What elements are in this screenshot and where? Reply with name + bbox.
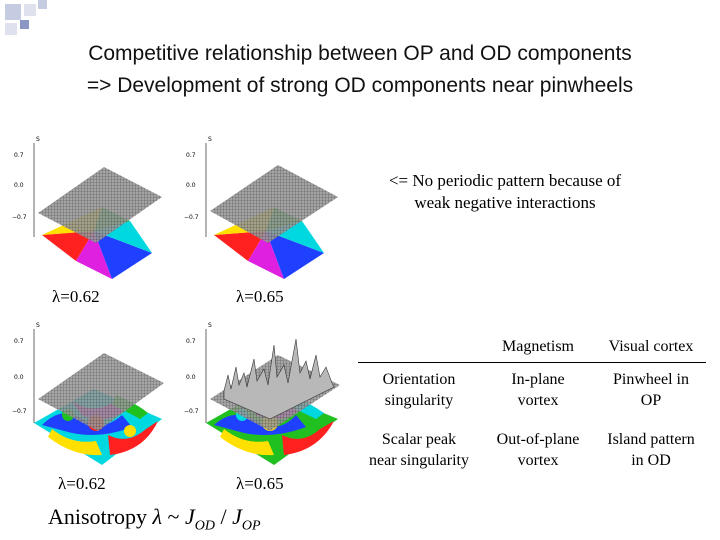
tick-label-mid: 0.0 [186, 182, 196, 189]
j-od: JOD [184, 504, 215, 534]
tick-label-top: 0.7 [14, 338, 24, 345]
tick-label-mid: 0.0 [14, 182, 24, 189]
tick-label-low: −0.7 [12, 408, 27, 415]
slide-title-line-1: Competitive relationship between OP and … [88, 42, 632, 65]
table-cell: Island pattern in OD [607, 431, 695, 469]
lambda-label-bottom-left: λ=0.62 [58, 474, 106, 493]
tick-label-low: −0.7 [12, 214, 27, 221]
j-op: JOP [232, 504, 261, 534]
tick-label-top: 0.7 [186, 338, 196, 345]
tick-label-low: −0.7 [184, 214, 199, 221]
table-header-row: Magnetism Visual cortex [358, 336, 706, 363]
decoration-square-3 [5, 23, 17, 35]
table-header-visual-cortex: Visual cortex [596, 336, 706, 363]
anisotropy-prefix: Anisotropy [48, 504, 147, 529]
lambda-symbol: λ [152, 504, 163, 529]
plot-top-left: S 0.7 0.0 −0.7 [12, 136, 162, 279]
lambda-label-top-right: λ=0.65 [236, 287, 284, 306]
tilde-symbol: ~ [167, 504, 180, 529]
plot-bottom-right: S 0.7 0.0 −0.7 [184, 322, 340, 465]
table-cell: Orientation singularity [382, 371, 456, 409]
tick-label-top: 0.7 [186, 152, 196, 159]
slash-symbol: / [220, 504, 227, 529]
decoration-square-1 [5, 4, 21, 20]
table-header-cell [358, 336, 480, 363]
decoration-square-4 [20, 20, 29, 29]
axis-label: S [36, 322, 40, 329]
axis-label: S [36, 136, 40, 143]
table-cell: Out-of-plane vortex [496, 431, 580, 469]
axis-label: S [208, 136, 212, 143]
table-row: Orientation singularity In-plane vortex Pi… [358, 363, 706, 428]
surface-mesh [210, 165, 338, 243]
note-line-1: <= No periodic pattern because of [388, 171, 622, 190]
table-cell: In-plane vortex [511, 371, 565, 409]
comparison-table: Magnetism Visual cortex Orientation singu… [358, 336, 706, 471]
tick-label-low: −0.7 [184, 408, 199, 415]
plot-bottom-left: S 0.7 0.0 −0.7 [12, 322, 164, 465]
surface-mesh [38, 353, 164, 431]
surface-mesh [38, 167, 162, 243]
table-cell: Scalar peak near singularity [369, 431, 469, 469]
decoration-square-2 [24, 4, 36, 16]
tick-label-top: 0.7 [14, 152, 24, 159]
tick-label-mid: 0.0 [186, 374, 196, 381]
plot-top-right: S 0.7 0.0 −0.7 [184, 136, 338, 279]
lambda-label-top-left: λ=0.62 [52, 287, 100, 306]
slide-title-line-2: => Development of strong OD components n… [86, 74, 634, 97]
tick-label-mid: 0.0 [14, 374, 24, 381]
surface-peaks [223, 338, 335, 420]
anisotropy-formula: Anisotropy λ ~ JOD / JOP [48, 504, 261, 534]
lambda-label-bottom-right: λ=0.65 [236, 474, 284, 493]
table-row: Scalar peak near singularity Out-of-plane… [358, 427, 706, 471]
note-line-2: weak negative interactions [414, 193, 596, 212]
table-cell: Pinwheel in OP [613, 371, 689, 409]
axis-label: S [208, 322, 212, 329]
decoration-square-5 [38, 0, 47, 9]
table-header-magnetism: Magnetism [480, 336, 596, 363]
